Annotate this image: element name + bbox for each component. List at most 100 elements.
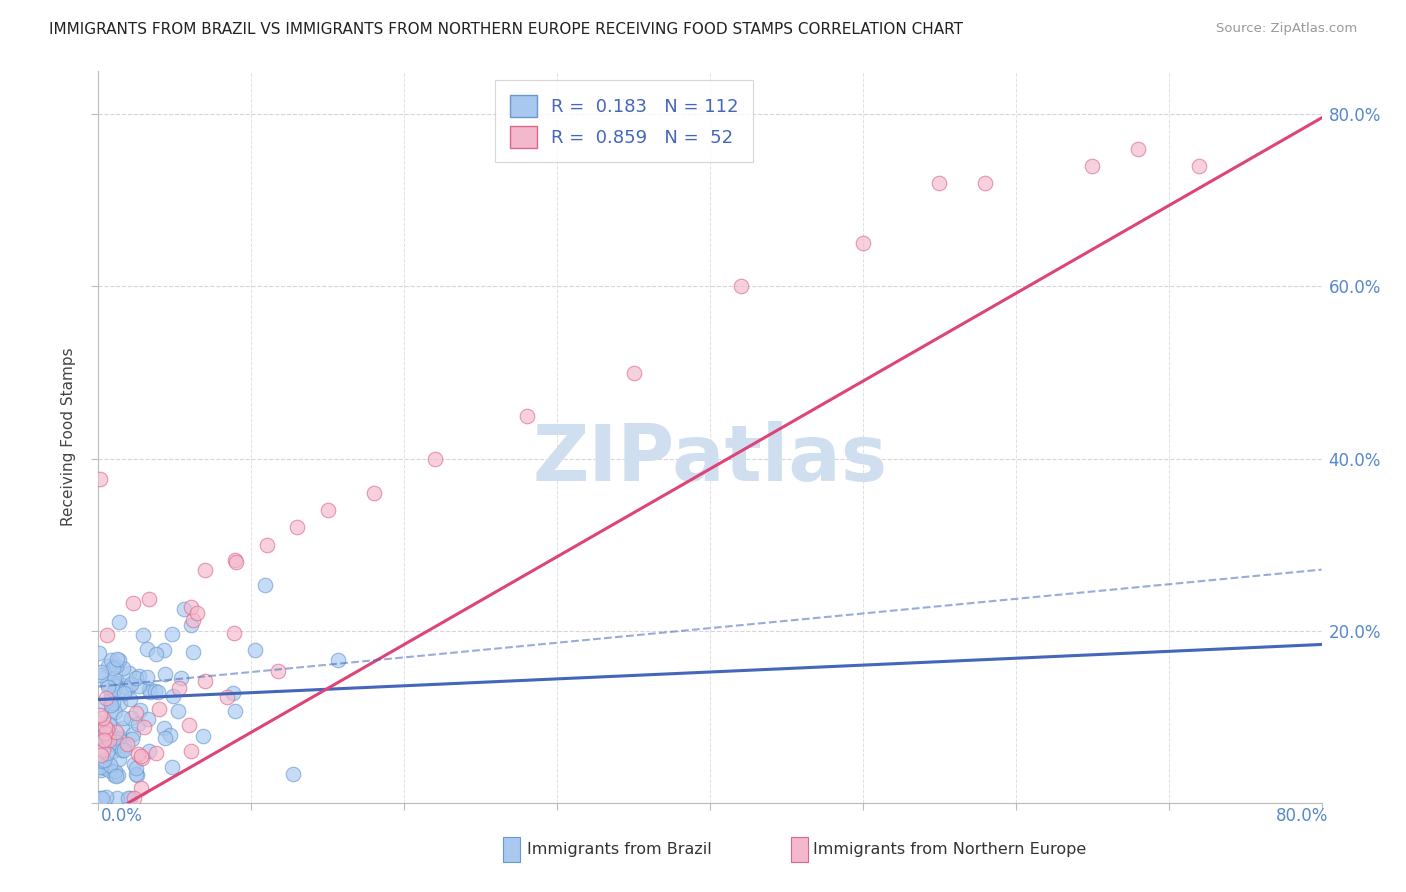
Point bbox=[138, 743, 160, 757]
Point bbox=[122, 791, 145, 805]
Point bbox=[125, 761, 148, 775]
Point bbox=[117, 791, 139, 805]
Point bbox=[138, 681, 160, 696]
Point bbox=[159, 728, 181, 742]
Point bbox=[194, 674, 217, 689]
Point bbox=[181, 613, 204, 627]
Point bbox=[143, 684, 166, 698]
Point bbox=[108, 615, 131, 629]
Point bbox=[101, 696, 124, 710]
Point bbox=[90, 791, 112, 805]
Point bbox=[129, 748, 152, 763]
Point bbox=[153, 643, 176, 657]
Point bbox=[173, 601, 195, 615]
Point bbox=[89, 708, 111, 723]
Point bbox=[108, 730, 131, 744]
Point bbox=[112, 743, 135, 757]
Point bbox=[118, 692, 141, 706]
Point bbox=[180, 618, 202, 632]
Point bbox=[96, 730, 118, 744]
Legend: R =  0.183   N = 112, R =  0.859   N =  52: R = 0.183 N = 112, R = 0.859 N = 52 bbox=[495, 80, 754, 162]
Point bbox=[256, 538, 278, 552]
Text: 0.0%: 0.0% bbox=[101, 807, 143, 825]
Point bbox=[103, 671, 125, 685]
Point bbox=[160, 626, 183, 640]
Point bbox=[186, 606, 208, 620]
Text: Immigrants from Brazil: Immigrants from Brazil bbox=[527, 842, 711, 856]
Point bbox=[215, 690, 238, 704]
Y-axis label: Receiving Food Stamps: Receiving Food Stamps bbox=[60, 348, 76, 526]
Point bbox=[118, 791, 141, 805]
Point bbox=[104, 769, 127, 783]
Point bbox=[103, 684, 125, 698]
Point bbox=[224, 553, 246, 567]
Point bbox=[281, 767, 304, 781]
Point bbox=[93, 761, 115, 775]
Point bbox=[120, 711, 142, 725]
Point bbox=[222, 686, 245, 700]
Point bbox=[91, 755, 114, 769]
Point bbox=[90, 668, 112, 682]
Point bbox=[153, 731, 176, 746]
Point bbox=[94, 734, 117, 748]
Point bbox=[94, 726, 117, 740]
Point bbox=[138, 592, 160, 607]
Point bbox=[135, 642, 157, 657]
Point bbox=[222, 626, 245, 640]
Point bbox=[148, 702, 170, 716]
Point bbox=[107, 676, 129, 690]
Point bbox=[107, 768, 129, 782]
Point bbox=[180, 744, 202, 758]
Point bbox=[97, 764, 120, 778]
Point bbox=[112, 711, 135, 725]
Point bbox=[100, 689, 122, 703]
Point bbox=[93, 753, 115, 767]
Text: IMMIGRANTS FROM BRAZIL VS IMMIGRANTS FROM NORTHERN EUROPE RECEIVING FOOD STAMPS : IMMIGRANTS FROM BRAZIL VS IMMIGRANTS FRO… bbox=[49, 22, 963, 37]
Point bbox=[243, 643, 266, 657]
Point bbox=[107, 752, 129, 766]
Point bbox=[153, 667, 176, 681]
Point bbox=[131, 751, 153, 765]
Point bbox=[124, 766, 146, 780]
Point bbox=[110, 696, 132, 710]
Point bbox=[100, 694, 122, 708]
Point bbox=[89, 698, 111, 712]
Point bbox=[146, 684, 169, 698]
Point bbox=[111, 743, 134, 757]
Point bbox=[104, 735, 127, 749]
Point bbox=[89, 646, 111, 660]
Point bbox=[125, 671, 148, 685]
Point bbox=[852, 236, 875, 251]
Point bbox=[101, 661, 124, 675]
Point bbox=[180, 600, 202, 615]
Point bbox=[145, 647, 167, 661]
Point bbox=[100, 704, 122, 718]
Point bbox=[225, 555, 247, 569]
Point bbox=[169, 681, 191, 696]
Point bbox=[97, 717, 120, 731]
Point bbox=[104, 705, 127, 719]
Point bbox=[90, 665, 112, 679]
Point bbox=[100, 690, 122, 705]
Point bbox=[104, 764, 127, 778]
Point bbox=[91, 743, 114, 757]
Point bbox=[125, 767, 148, 781]
Point bbox=[89, 760, 111, 774]
Point bbox=[108, 653, 131, 667]
Point bbox=[89, 472, 111, 486]
Point bbox=[97, 717, 120, 731]
Point bbox=[93, 733, 115, 747]
Point bbox=[974, 176, 997, 190]
Point bbox=[134, 720, 156, 734]
Point bbox=[97, 732, 120, 747]
Point bbox=[120, 676, 142, 690]
Point bbox=[118, 665, 141, 680]
Point bbox=[100, 652, 122, 666]
Text: Source: ZipAtlas.com: Source: ZipAtlas.com bbox=[1216, 22, 1357, 36]
Point bbox=[117, 738, 139, 752]
Point bbox=[181, 645, 204, 659]
Point bbox=[125, 706, 148, 720]
Point bbox=[112, 739, 135, 754]
Point bbox=[129, 703, 152, 717]
Point bbox=[104, 676, 127, 690]
